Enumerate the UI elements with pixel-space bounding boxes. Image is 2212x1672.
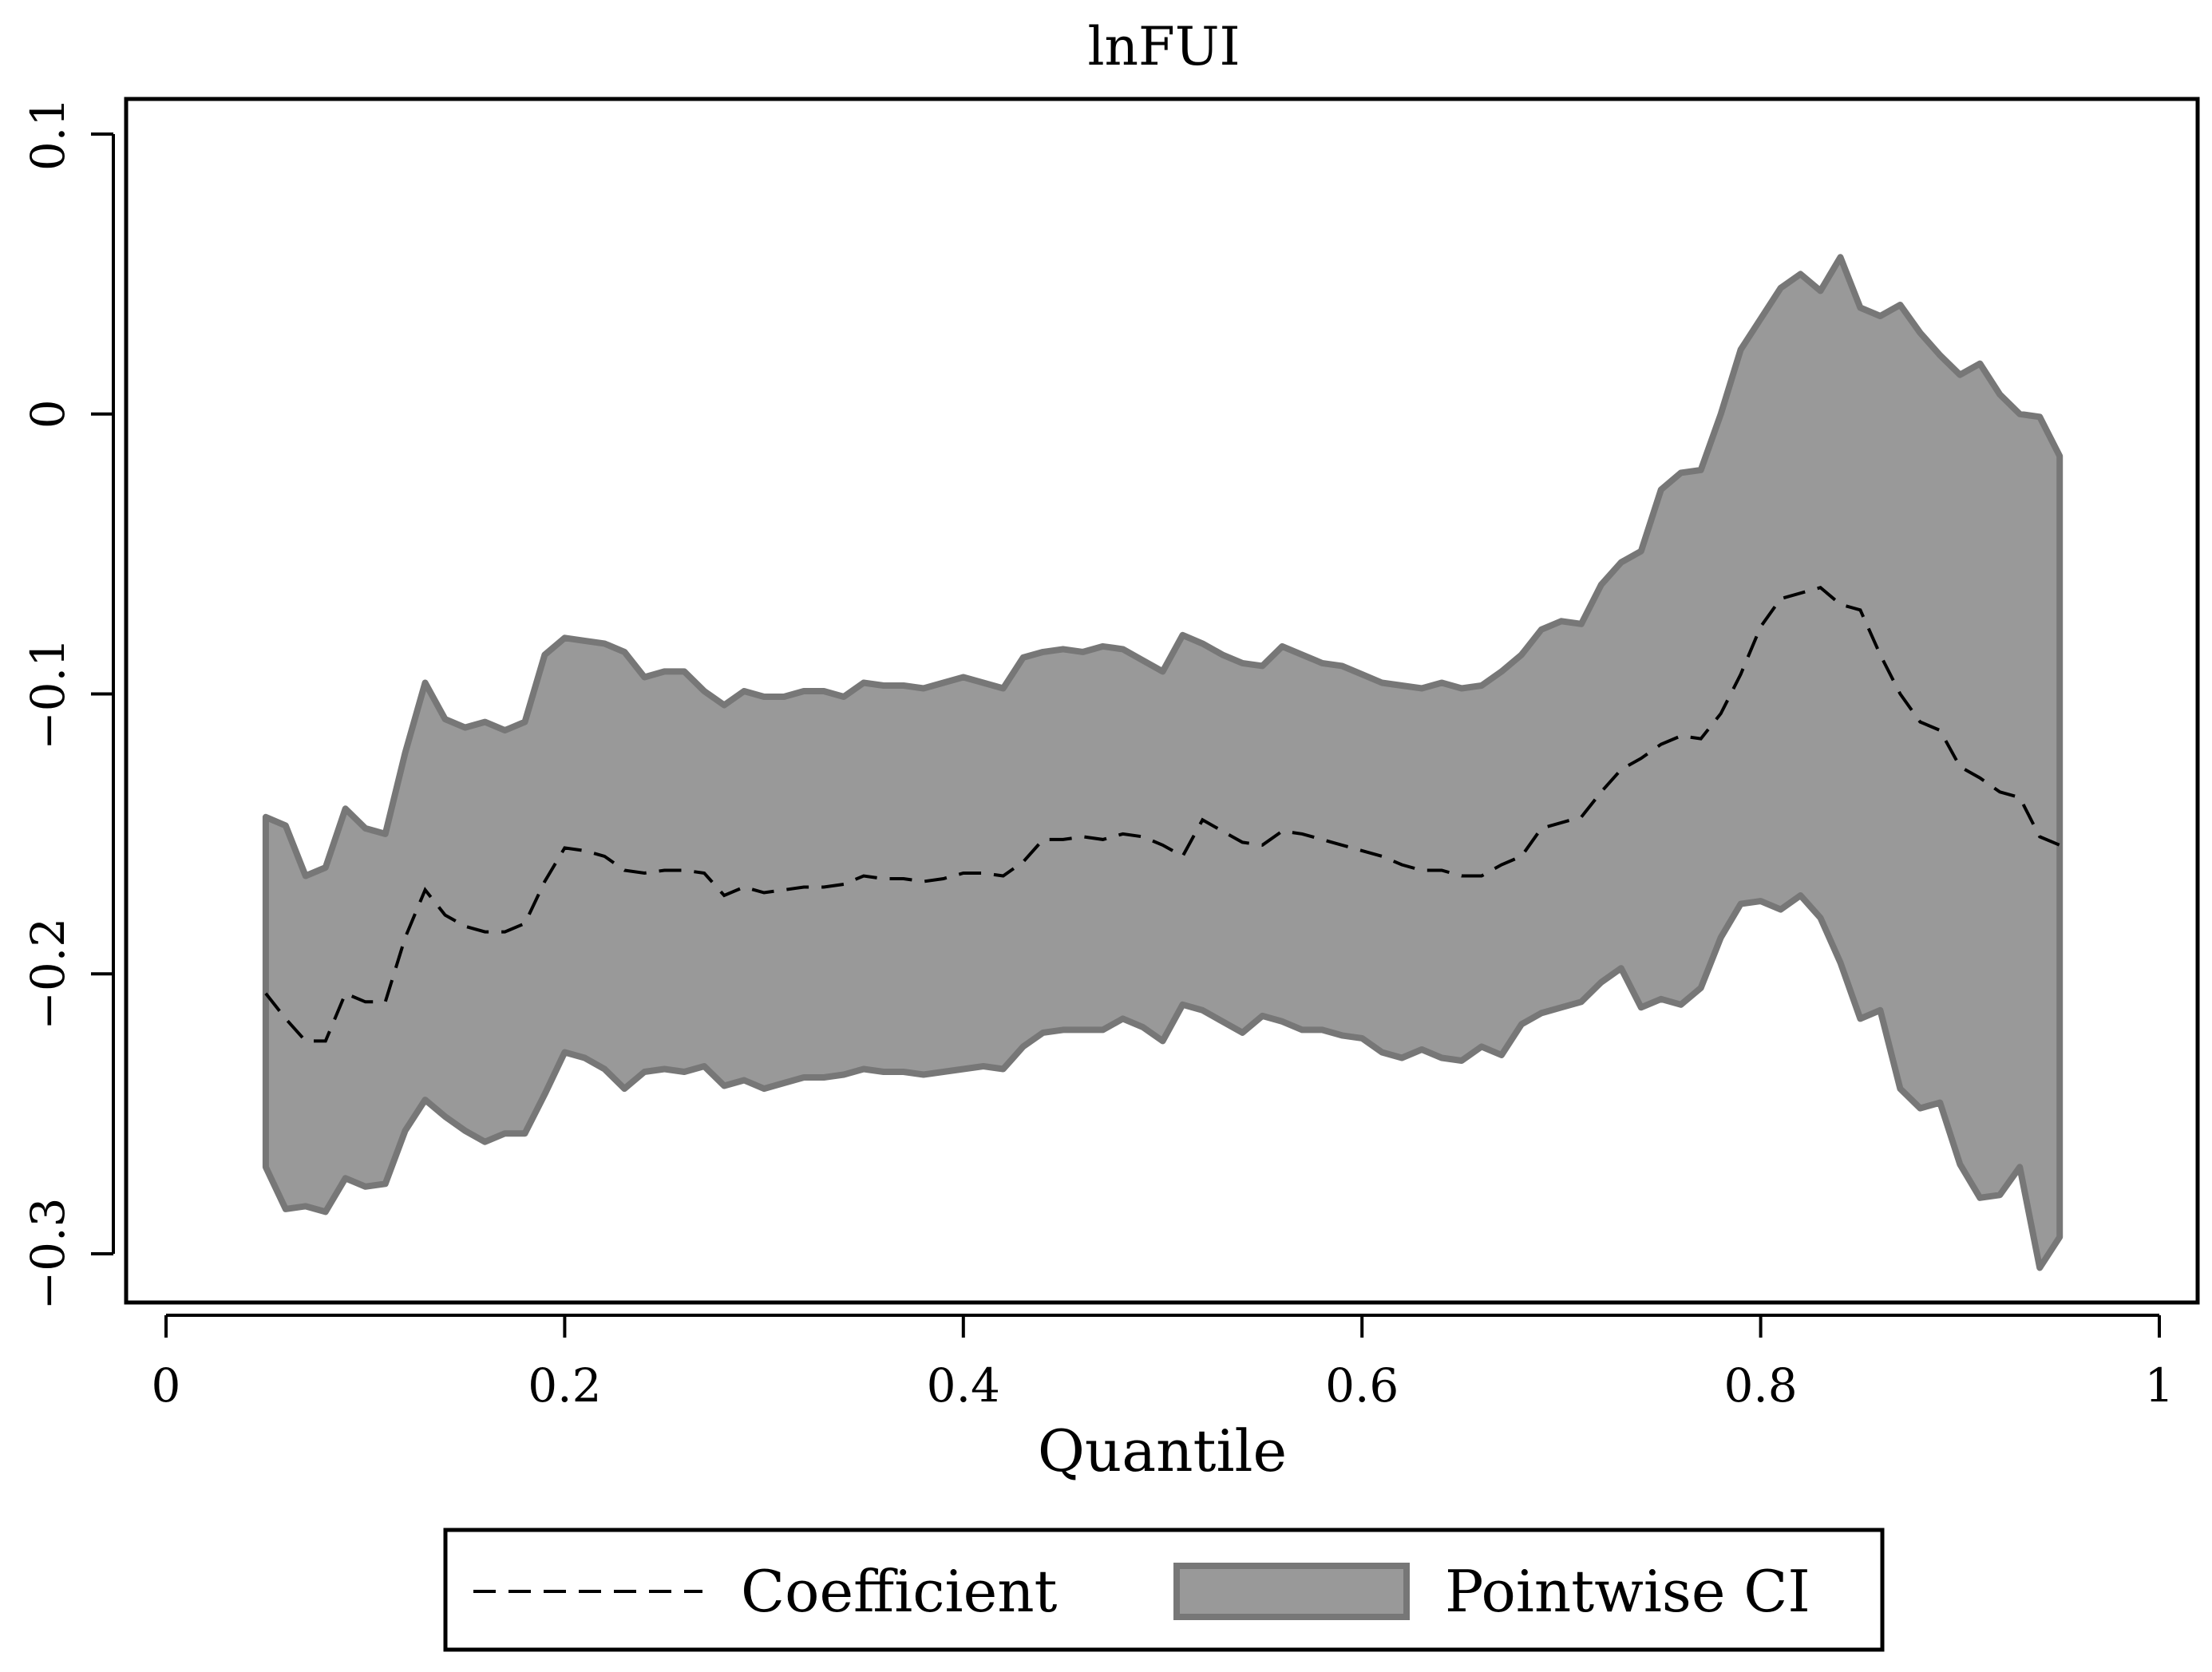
chart-title: lnFUI	[1087, 16, 1240, 77]
y-tick-label: −0.2	[21, 918, 75, 1030]
x-axis: 0 0.2 0.4 0.6 0.8 1	[152, 1314, 2174, 1413]
legend-key-pointwise-ci	[1173, 1563, 1410, 1620]
y-axis: 0.1 0 −0.1 −0.2 −0.3	[21, 97, 115, 1310]
legend-label-coefficient: Coefficient	[741, 1558, 1058, 1625]
y-tick-label: −0.1	[21, 638, 75, 750]
y-tick-label: 0.1	[21, 97, 75, 171]
coefficient-line	[264, 585, 2060, 1043]
y-tick-label: −0.3	[21, 1198, 75, 1310]
x-tick-label: 0.4	[927, 1358, 1000, 1413]
series-layer	[262, 254, 2064, 1271]
x-tick-label: 0.6	[1325, 1358, 1399, 1413]
x-tick-label: 0.2	[528, 1358, 601, 1413]
legend: Coefficient Pointwise CI	[443, 1528, 1885, 1652]
pointwise-ci-band	[262, 254, 2064, 1271]
x-tick-label: 1	[2145, 1358, 2174, 1413]
x-tick-label: 0	[152, 1358, 181, 1413]
x-tick-label: 0.8	[1723, 1358, 1797, 1413]
legend-label-pointwise-ci: Pointwise CI	[1445, 1558, 1810, 1625]
y-tick-label: 0	[21, 399, 75, 429]
x-axis-title: Quantile	[1038, 1417, 1287, 1484]
